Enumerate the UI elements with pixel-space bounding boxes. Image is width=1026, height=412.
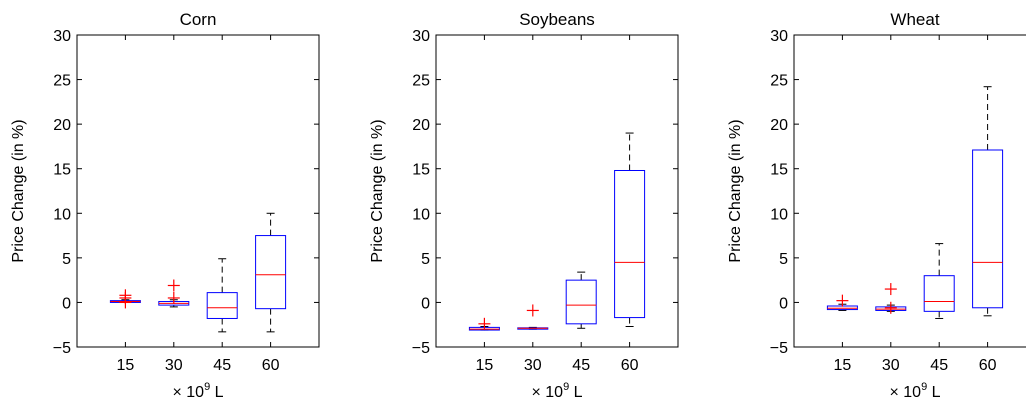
x-tick-label: 60 — [262, 357, 280, 374]
iqr-box — [614, 169, 646, 319]
y-axis-label: Price Change (in %) — [727, 119, 744, 262]
x-axis-label: × 109 L — [531, 381, 582, 401]
y-tick-label: 10 — [412, 206, 430, 223]
y-tick-label: 20 — [412, 117, 430, 134]
box-30 — [158, 279, 190, 308]
outlier-marker — [478, 317, 491, 330]
iqr-box — [972, 149, 1004, 309]
x-tick-label: 60 — [979, 357, 997, 374]
x-tick-label: 15 — [117, 357, 135, 374]
y-tick-label: 15 — [770, 162, 788, 179]
y-tick-label: 20 — [770, 117, 788, 134]
x-tick-label: 45 — [930, 357, 948, 374]
panel-title: Corn — [180, 10, 217, 29]
box-15 — [826, 294, 858, 311]
y-tick-label: 15 — [53, 162, 71, 179]
outlier-marker — [526, 304, 539, 317]
x-tick-label: 15 — [834, 357, 852, 374]
x-tick-label: 15 — [476, 357, 494, 374]
x-tick-label: 45 — [572, 357, 590, 374]
x-tick-label: 30 — [524, 357, 542, 374]
box-60 — [255, 212, 287, 333]
outlier-marker — [836, 294, 849, 307]
iqr-box — [255, 235, 287, 310]
y-tick-label: 0 — [779, 295, 788, 312]
y-tick-label: 0 — [62, 295, 71, 312]
y-tick-label: 25 — [770, 73, 788, 90]
y-tick-label: 5 — [421, 251, 430, 268]
box-30 — [875, 283, 907, 314]
y-tick-label: 15 — [412, 162, 430, 179]
box-15 — [109, 289, 141, 309]
y-axis-label: Price Change (in %) — [369, 119, 386, 262]
y-tick-label: 30 — [412, 28, 430, 45]
y-tick-label: 10 — [770, 206, 788, 223]
outlier-marker — [119, 296, 132, 309]
x-tick-label: 30 — [165, 357, 183, 374]
y-tick-label: 25 — [53, 73, 71, 90]
panel-title: Soybeans — [519, 10, 595, 29]
box-45 — [565, 271, 597, 329]
x-tick-label: 30 — [882, 357, 900, 374]
box-60 — [972, 86, 1004, 317]
x-tick-label: 45 — [213, 357, 231, 374]
box-30 — [517, 304, 549, 330]
iqr-box — [923, 275, 955, 312]
y-tick-label: −5 — [412, 340, 430, 357]
y-tick-label: 10 — [53, 206, 71, 223]
y-tick-label: 5 — [779, 251, 788, 268]
panel-wheat: Wheat −5 0 5 10 15 20 25 30 Price Change (in %) 15… — [727, 10, 1026, 401]
box-15 — [468, 317, 500, 331]
plot-frame — [793, 34, 1026, 348]
outlier-marker — [167, 279, 180, 292]
y-tick-label: −5 — [770, 340, 788, 357]
y-tick-label: −5 — [53, 340, 71, 357]
y-tick-label: 5 — [62, 251, 71, 268]
outlier-marker — [167, 291, 180, 304]
y-tick-label: 30 — [770, 28, 788, 45]
outlier-marker — [884, 283, 897, 296]
panel-corn: Corn −5 0 5 10 15 20 25 30 Price Change (in %) 15 3… — [10, 10, 320, 401]
plot-frame — [435, 34, 679, 348]
panel-soybeans: Soybeans −5 0 5 10 15 20 25 30 Price Change (in %… — [369, 10, 679, 401]
plot-frame — [76, 34, 320, 348]
x-tick-label: 60 — [621, 357, 639, 374]
x-axis-label: × 109 L — [172, 381, 223, 401]
y-axis-label: Price Change (in %) — [10, 119, 27, 262]
x-axis-label: × 109 L — [889, 381, 940, 401]
outlier-marker — [884, 301, 897, 314]
box-45 — [206, 258, 238, 333]
y-tick-label: 20 — [53, 117, 71, 134]
box-45 — [923, 243, 955, 319]
box-60 — [614, 132, 646, 327]
y-tick-label: 30 — [53, 28, 71, 45]
y-tick-label: 25 — [412, 73, 430, 90]
panel-title: Wheat — [890, 10, 939, 29]
y-tick-label: 0 — [421, 295, 430, 312]
iqr-box — [206, 292, 238, 319]
iqr-box — [565, 279, 597, 325]
